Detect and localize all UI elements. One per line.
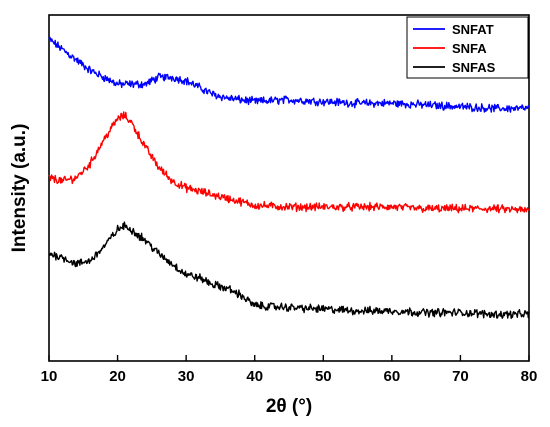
legend-item-snfa: SNFA	[413, 41, 487, 56]
legend-item-snfas: SNFAS	[413, 60, 496, 75]
legend-label: SNFAT	[452, 22, 494, 37]
legend-label: SNFA	[452, 41, 487, 56]
x-tick-label: 50	[315, 368, 332, 385]
x-tick-label: 30	[178, 368, 195, 385]
x-axis-title: 2θ (°)	[266, 396, 312, 417]
x-axis-ticks: 10 20 30 40 50 60 70 80	[41, 355, 538, 385]
series-layer	[48, 36, 530, 319]
x-tick-label: 40	[246, 368, 263, 385]
series-line-snfat	[48, 36, 530, 113]
series-line-snfa	[48, 111, 530, 214]
x-tick-label: 80	[521, 368, 538, 385]
legend-item-snfat: SNFAT	[413, 22, 494, 37]
y-axis-title: Intensity (a.u.)	[9, 124, 30, 253]
legend-label: SNFAS	[452, 60, 496, 75]
legend: SNFAT SNFA SNFAS	[406, 16, 529, 79]
legend-items: SNFAT SNFA SNFAS	[413, 22, 496, 75]
series-line-snfas	[48, 221, 530, 319]
x-tick-label: 60	[384, 368, 401, 385]
x-tick-label: 20	[109, 368, 126, 385]
x-tick-label: 10	[41, 368, 58, 385]
x-tick-label: 70	[452, 368, 469, 385]
plot-area-frame	[48, 14, 530, 362]
